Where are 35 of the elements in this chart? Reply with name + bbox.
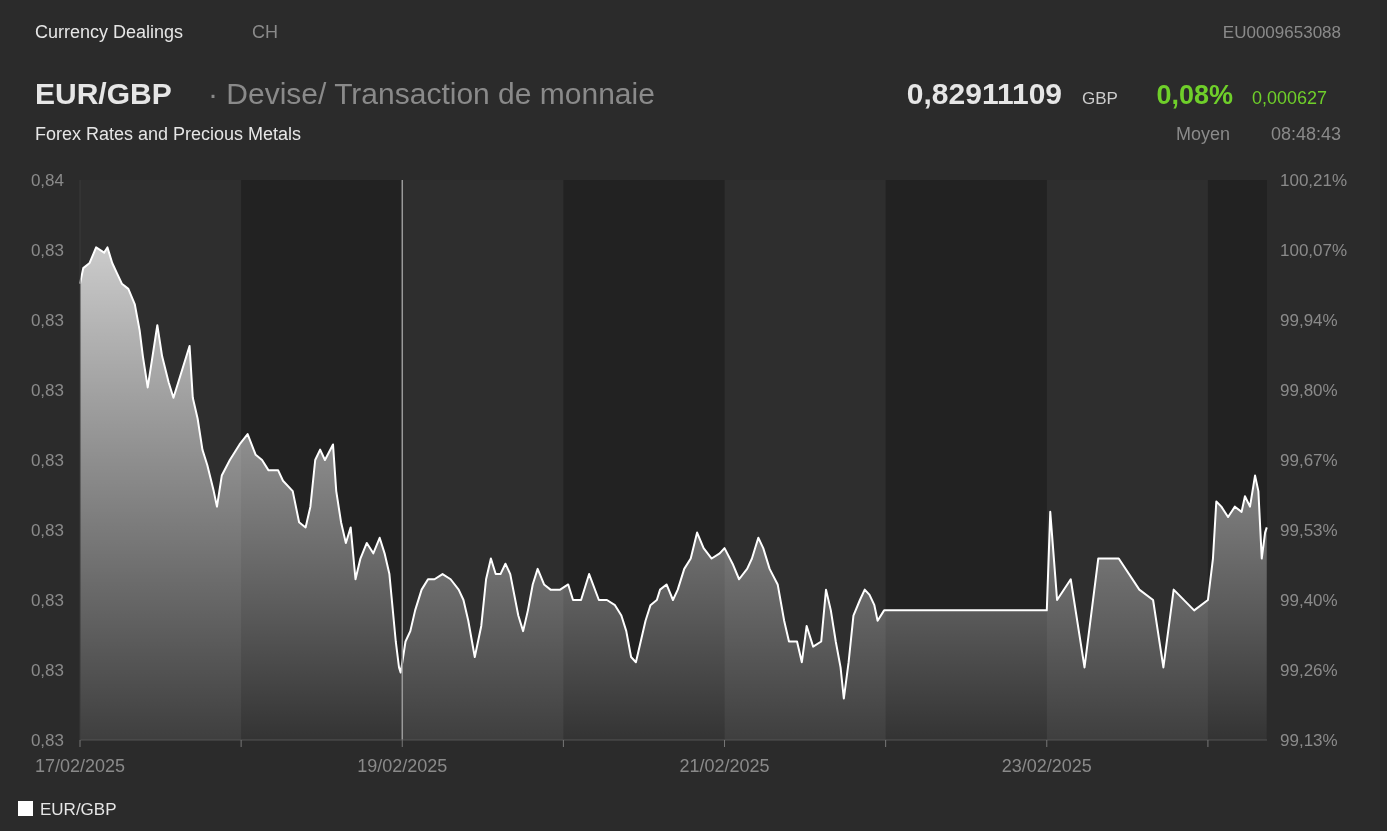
y-tick-label: 0,83: [30, 590, 64, 610]
y2-tick-label: 99,26%: [1280, 660, 1338, 680]
text: 0,08%: [1156, 80, 1233, 110]
y-tick-label: 0,84: [30, 170, 64, 190]
y-tick-label: 0,83: [30, 520, 64, 540]
y-tick-label: 0,83: [30, 240, 64, 260]
x-tick-label: 21/02/2025: [679, 756, 770, 776]
y-tick-label: 0,83: [30, 730, 64, 750]
text: Moyen: [1175, 124, 1230, 144]
y-tick-label: 0,83: [30, 310, 64, 330]
text: 0,000627: [1252, 88, 1328, 108]
text: CH: [252, 22, 278, 42]
y2-tick-label: 99,80%: [1280, 380, 1338, 400]
y-tick-label: 0,83: [30, 450, 64, 470]
y2-tick-label: 99,13%: [1280, 730, 1338, 750]
y2-tick-label: 99,94%: [1280, 310, 1338, 330]
x-tick-label: 17/02/2025: [34, 756, 126, 776]
legend-label: EUR/GBP: [40, 800, 117, 819]
y2-tick-label: 99,40%: [1280, 590, 1338, 610]
y-tick-label: 0,83: [30, 380, 64, 400]
text: 0,82911109: [906, 77, 1062, 110]
text: EU0009653088: [1222, 23, 1341, 42]
y2-tick-label: 99,53%: [1280, 520, 1338, 540]
y2-tick-label: 99,67%: [1280, 450, 1338, 470]
text: 08:48:43: [1270, 124, 1341, 144]
text: Forex Rates and Precious Metals: [35, 124, 302, 144]
x-tick-label: 23/02/2025: [1001, 756, 1092, 776]
y2-tick-label: 100,21%: [1280, 170, 1348, 190]
text: GBP: [1082, 89, 1118, 108]
x-tick-label: 19/02/2025: [357, 756, 448, 776]
chart-subtitle: · Devise/ Transaction de monnaie: [208, 77, 655, 110]
text: Currency Dealings: [35, 22, 184, 42]
y-tick-label: 0,83: [30, 660, 64, 680]
y2-tick-label: 100,07%: [1280, 240, 1348, 260]
chart-title: EUR/GBP: [35, 77, 172, 110]
